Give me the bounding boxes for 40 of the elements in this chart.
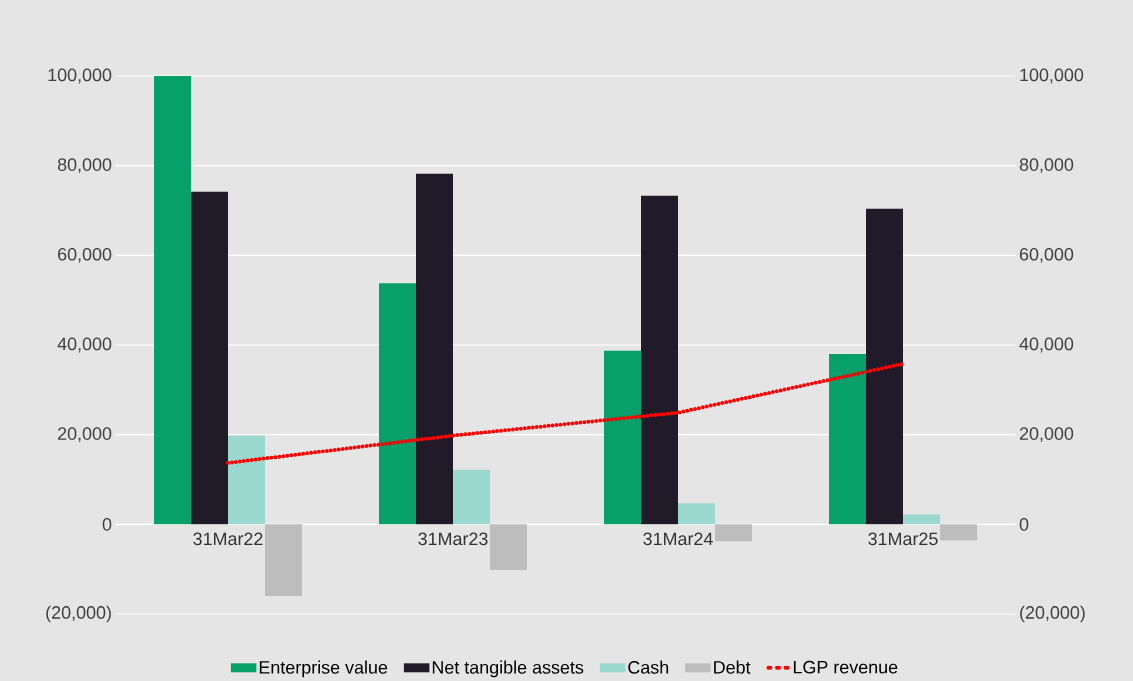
y2-tick-label: 80,000	[1019, 158, 1074, 174]
legend-label: Net tangible assets	[432, 660, 584, 678]
y2-tick-label: 100,000	[1020, 68, 1084, 84]
x-tick-label: 31Mar23	[418, 532, 488, 546]
y2-tick-label: (20,000)	[1020, 605, 1085, 623]
y-tick-label: (20,000)	[46, 605, 111, 623]
legend-label: Cash	[628, 660, 669, 674]
bar	[265, 524, 302, 597]
legend-label: Enterprise value	[259, 660, 388, 678]
bar	[829, 353, 866, 525]
bar	[453, 469, 490, 525]
bar	[940, 524, 978, 541]
bar	[866, 208, 904, 525]
bar	[416, 173, 453, 525]
bar	[715, 524, 752, 542]
y-tick-label: 40,000	[57, 337, 112, 353]
bar	[903, 514, 941, 525]
bar	[154, 75, 191, 525]
line-series	[226, 361, 906, 465]
bar	[604, 350, 641, 525]
legend-label: Debt	[714, 660, 751, 674]
y2-tick-label: 0	[1019, 517, 1029, 531]
x-tick-label: 31Mar22	[193, 532, 263, 546]
y-tick-label: 100,000	[48, 68, 112, 84]
x-tick-label: 31Mar24	[643, 532, 713, 546]
y-tick-label: 60,000	[58, 247, 112, 263]
bar	[379, 283, 416, 525]
y2-tick-label: 60,000	[1019, 247, 1074, 263]
bar	[490, 524, 527, 571]
legend-label: LGP revenue	[793, 660, 898, 674]
y2-tick-label: 20,000	[1019, 427, 1074, 443]
y2-tick-label: 40,000	[1019, 337, 1074, 353]
bar	[191, 191, 228, 525]
bar	[228, 435, 265, 525]
y-tick-label: 0	[102, 517, 112, 531]
y-tick-label: 20,000	[58, 427, 112, 443]
bar	[641, 195, 678, 525]
y-tick-label: 80,000	[57, 158, 112, 174]
bar	[678, 503, 715, 525]
x-tick-label: 31Mar25	[868, 532, 938, 546]
